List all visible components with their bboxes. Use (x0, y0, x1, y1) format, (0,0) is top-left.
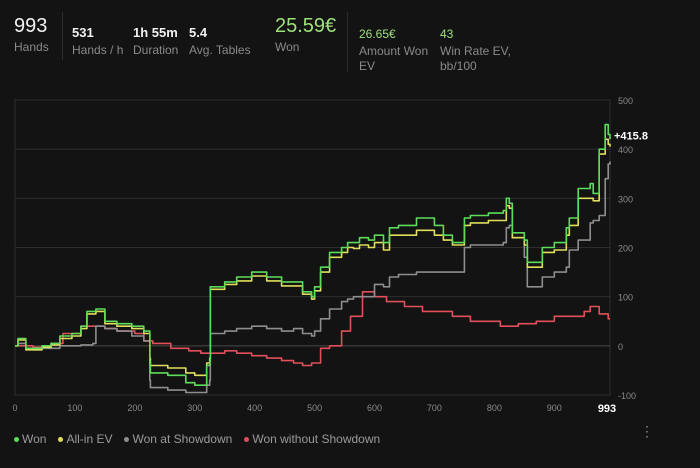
stat-duration-value: 1h 55m (133, 25, 178, 40)
legend-label-non-showdown: Won without Showdown (252, 432, 381, 446)
stat-hands-label: Hands (14, 40, 49, 54)
stat-win-rate-ev-label: Win Rate EV, (440, 44, 511, 58)
stat-avg-tables-label: Avg. Tables (189, 43, 251, 57)
stat-amount-won-ev-value: 26.65€ (359, 27, 396, 41)
x-end-label: 993 (598, 403, 616, 415)
legend-item-won[interactable]: Won (14, 432, 46, 446)
stat-hands-value: 993 (14, 15, 48, 37)
legend-item-showdown[interactable]: Won at Showdown (124, 432, 232, 446)
legend-item-non-showdown[interactable]: Won without Showdown (244, 432, 380, 446)
stat-avg-tables: 5.4 Avg. Tables (189, 25, 251, 58)
chart-ticks: -100 0 100 200 300 400 500 0 100 200 300 400 500 600 7… (12, 96, 636, 413)
y-tick-label: 500 (618, 96, 633, 106)
series-line-won-without-showdown (15, 291, 610, 367)
y-tick-label: 200 (618, 244, 633, 254)
series-line-won-at-showdown (15, 161, 611, 394)
stat-amount-won-ev-label-2: EV (359, 59, 376, 73)
y-tick-label: 300 (618, 194, 633, 204)
y-tick-label: 400 (618, 145, 633, 155)
stat-hands-per-hour-value: 531 (72, 25, 94, 40)
x-tick-label: 400 (247, 403, 262, 413)
legend-label-showdown: Won at Showdown (132, 432, 233, 446)
chart-series (15, 123, 611, 394)
stat-duration-label: Duration (133, 43, 179, 57)
stat-hands: 993 Hands (14, 14, 49, 55)
legend-label-won: Won (22, 432, 47, 446)
stats-divider (62, 12, 63, 60)
chart-legend: Won All-in EV Won at Showdown Won withou… (14, 432, 380, 446)
chart-grid (14, 99, 611, 396)
x-tick-label: 700 (427, 403, 442, 413)
x-tick-label: 200 (127, 403, 142, 413)
stat-hands-per-hour-label: Hands / h (72, 43, 124, 57)
y-tick-label: 0 (618, 342, 623, 352)
y-tick-label: 100 (618, 293, 633, 303)
chart-labels: 993 +415.8 (598, 130, 648, 415)
x-tick-label: 0 (12, 403, 17, 413)
stat-hands-per-hour: 531 Hands / h (72, 25, 123, 58)
stats-bar: 993 Hands 531 Hands / h 1h 55m Duration … (0, 0, 700, 92)
legend-dot-won (14, 436, 19, 442)
x-tick-label: 300 (187, 403, 202, 413)
stat-amount-won-ev-label: Amount Won (359, 44, 429, 58)
x-tick-label: 100 (67, 403, 82, 413)
legend-dot-showdown (124, 436, 130, 442)
stat-win-rate-ev-label-2: bb/100 (440, 59, 477, 73)
x-tick-label: 600 (367, 403, 382, 413)
legend-item-allin-ev[interactable]: All-in EV (58, 432, 112, 446)
y-tick-label: -100 (618, 391, 636, 401)
profit-chart: -100 0 100 200 300 400 500 0 100 200 300 400 500 600 7… (12, 96, 648, 415)
legend-dot-non-showdown (244, 436, 250, 442)
more-options-icon[interactable]: ⋮ (640, 423, 654, 439)
x-tick-label: 500 (307, 403, 322, 413)
stat-won: 25.59€ Won (275, 14, 336, 55)
stat-win-rate-ev-value: 43 (440, 27, 454, 41)
stat-amount-won-ev: 26.65€ Amount Won EV (359, 27, 428, 74)
series-line-all-in-ev (15, 138, 611, 377)
stat-avg-tables-value: 5.4 (189, 25, 208, 40)
stat-won-value: 25.59€ (275, 15, 337, 37)
legend-label-allin-ev: All-in EV (66, 432, 113, 446)
stat-win-rate-ev: 43 Win Rate EV, bb/100 (440, 27, 511, 74)
stats-divider (347, 12, 348, 72)
end-value-label: +415.8 (614, 130, 648, 142)
stat-duration: 1h 55m Duration (133, 25, 178, 58)
series-line-won (15, 123, 611, 386)
x-tick-label: 900 (547, 403, 562, 413)
x-tick-label: 800 (487, 403, 502, 413)
legend-dot-allin-ev (58, 436, 64, 442)
stat-won-label: Won (275, 40, 300, 54)
